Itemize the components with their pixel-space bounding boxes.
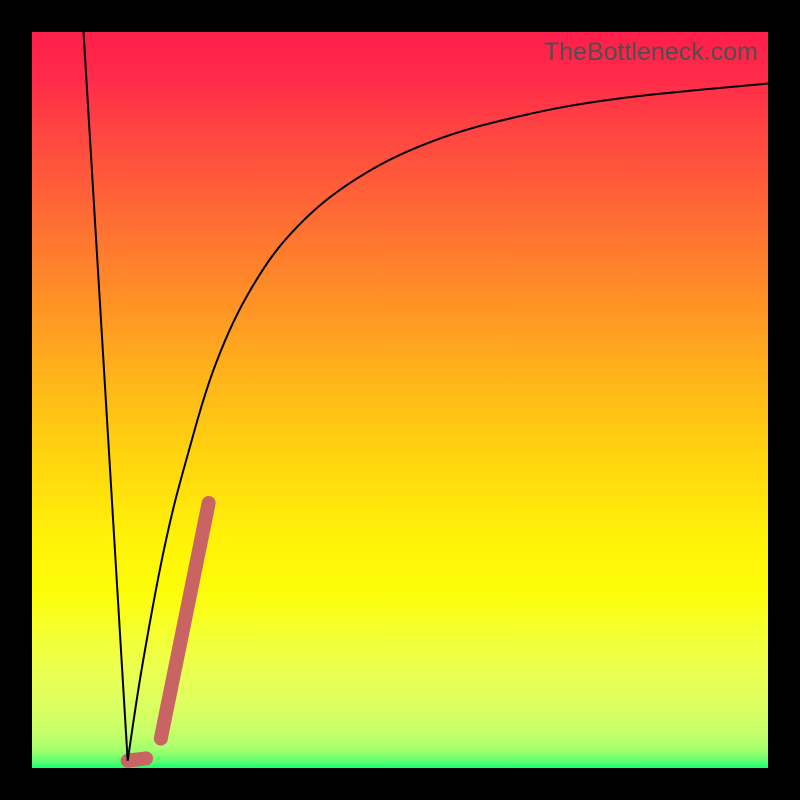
accent-horizontal xyxy=(128,758,146,760)
chart-frame: TheBottleneck.com xyxy=(0,0,800,800)
left-line xyxy=(84,32,128,761)
watermark-text: TheBottleneck.com xyxy=(544,38,758,67)
accent-diagonal xyxy=(161,503,209,739)
curves-layer xyxy=(32,32,768,768)
plot-area xyxy=(32,32,768,768)
right-curve xyxy=(128,84,768,761)
